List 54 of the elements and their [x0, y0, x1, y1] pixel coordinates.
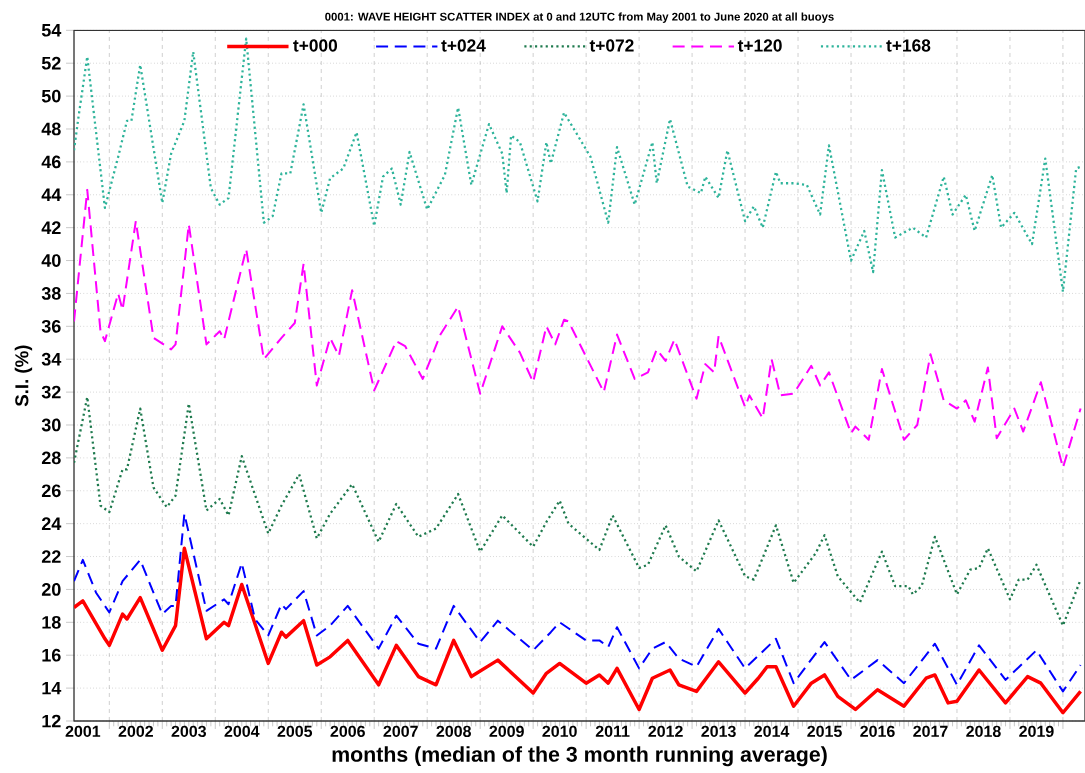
y-tick-label: 18 — [42, 615, 61, 629]
x-tick-label: 2017 — [913, 725, 948, 738]
x-tick-label: 2007 — [383, 725, 418, 738]
y-axis-title: S.I. (%) — [14, 345, 33, 407]
y-tick-label: 12 — [42, 714, 61, 728]
line-series — [74, 37, 1082, 293]
x-tick-label: 2014 — [754, 725, 790, 738]
y-tick-label: 28 — [41, 451, 61, 465]
chart-title: 0001: WAVE HEIGHT SCATTER INDEX at 0 and 12UTC from May 2001 to June 2020 at all buoys — [325, 12, 834, 23]
line-series — [74, 188, 1082, 469]
y-tick-label: 26 — [41, 484, 61, 498]
line-series — [74, 512, 1082, 693]
legend-label: t+000 — [293, 39, 338, 52]
x-tick-label: 2011 — [595, 725, 630, 738]
y-tick-label: 32 — [41, 385, 61, 399]
x-tick-label: 2006 — [330, 725, 365, 738]
y-tick-label: 38 — [41, 287, 61, 300]
y-tick-label: 46 — [41, 155, 61, 169]
y-tick-label: 34 — [41, 352, 62, 366]
y-tick-label: 14 — [42, 681, 62, 695]
x-tick-label: 2013 — [701, 725, 736, 738]
legend-label: t+072 — [589, 39, 634, 52]
y-tick-label: 54 — [41, 24, 62, 37]
x-tick-label: 2012 — [648, 725, 683, 738]
x-tick-label: 2003 — [171, 725, 207, 738]
y-tick-label: 30 — [41, 418, 61, 432]
x-tick-label: 2005 — [277, 725, 313, 738]
x-tick-label: 2008 — [436, 725, 471, 738]
y-tick-label: 50 — [41, 89, 61, 103]
legend-label: t+168 — [886, 39, 931, 52]
x-tick-label: 2009 — [489, 725, 524, 738]
x-tick-label: 2015 — [807, 725, 842, 738]
y-tick-label: 22 — [41, 550, 61, 563]
legend-label: t+024 — [441, 39, 486, 52]
line-series — [74, 395, 1082, 627]
x-tick-label: 2002 — [118, 725, 153, 738]
y-tick-label: 44 — [41, 188, 62, 201]
y-tick-label: 16 — [42, 648, 61, 662]
x-tick-label: 2001 — [65, 725, 101, 738]
x-tick-label: 2016 — [860, 725, 895, 738]
y-tick-label: 40 — [41, 254, 61, 267]
legend-label: t+120 — [737, 39, 782, 52]
y-tick-label: 24 — [41, 517, 62, 530]
y-tick-label: 42 — [41, 221, 61, 234]
x-tick-label: 2019 — [1019, 725, 1054, 738]
y-tick-label: 20 — [41, 583, 61, 596]
y-tick-label: 52 — [41, 56, 61, 70]
x-tick-label: 2010 — [542, 725, 577, 738]
x-tick-label: 2018 — [966, 725, 1001, 738]
x-axis-title: months (median of the 3 month running average) — [332, 746, 827, 767]
y-tick-label: 48 — [41, 122, 61, 136]
y-tick-label: 36 — [41, 319, 61, 333]
x-tick-label: 2004 — [224, 725, 260, 738]
line-series — [74, 546, 1083, 715]
